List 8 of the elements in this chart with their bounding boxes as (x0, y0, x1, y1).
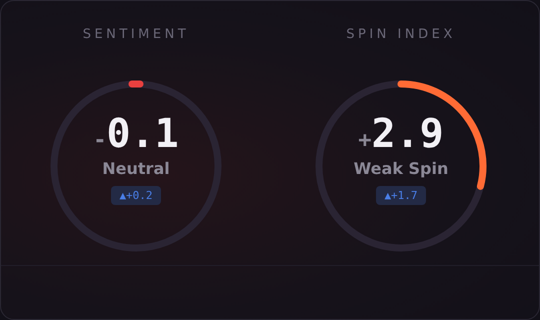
data-label: -0.1 (92, 111, 180, 157)
text: ▲+1.7 (376, 186, 426, 205)
data-label: +2.9 (357, 111, 445, 157)
text: Weak Spin (352, 159, 450, 178)
text: SPIN INDEX (345, 27, 457, 42)
text: SENTIMENT (82, 27, 190, 42)
text: Neutral (101, 159, 171, 178)
text: ▲+0.2 (111, 186, 161, 205)
